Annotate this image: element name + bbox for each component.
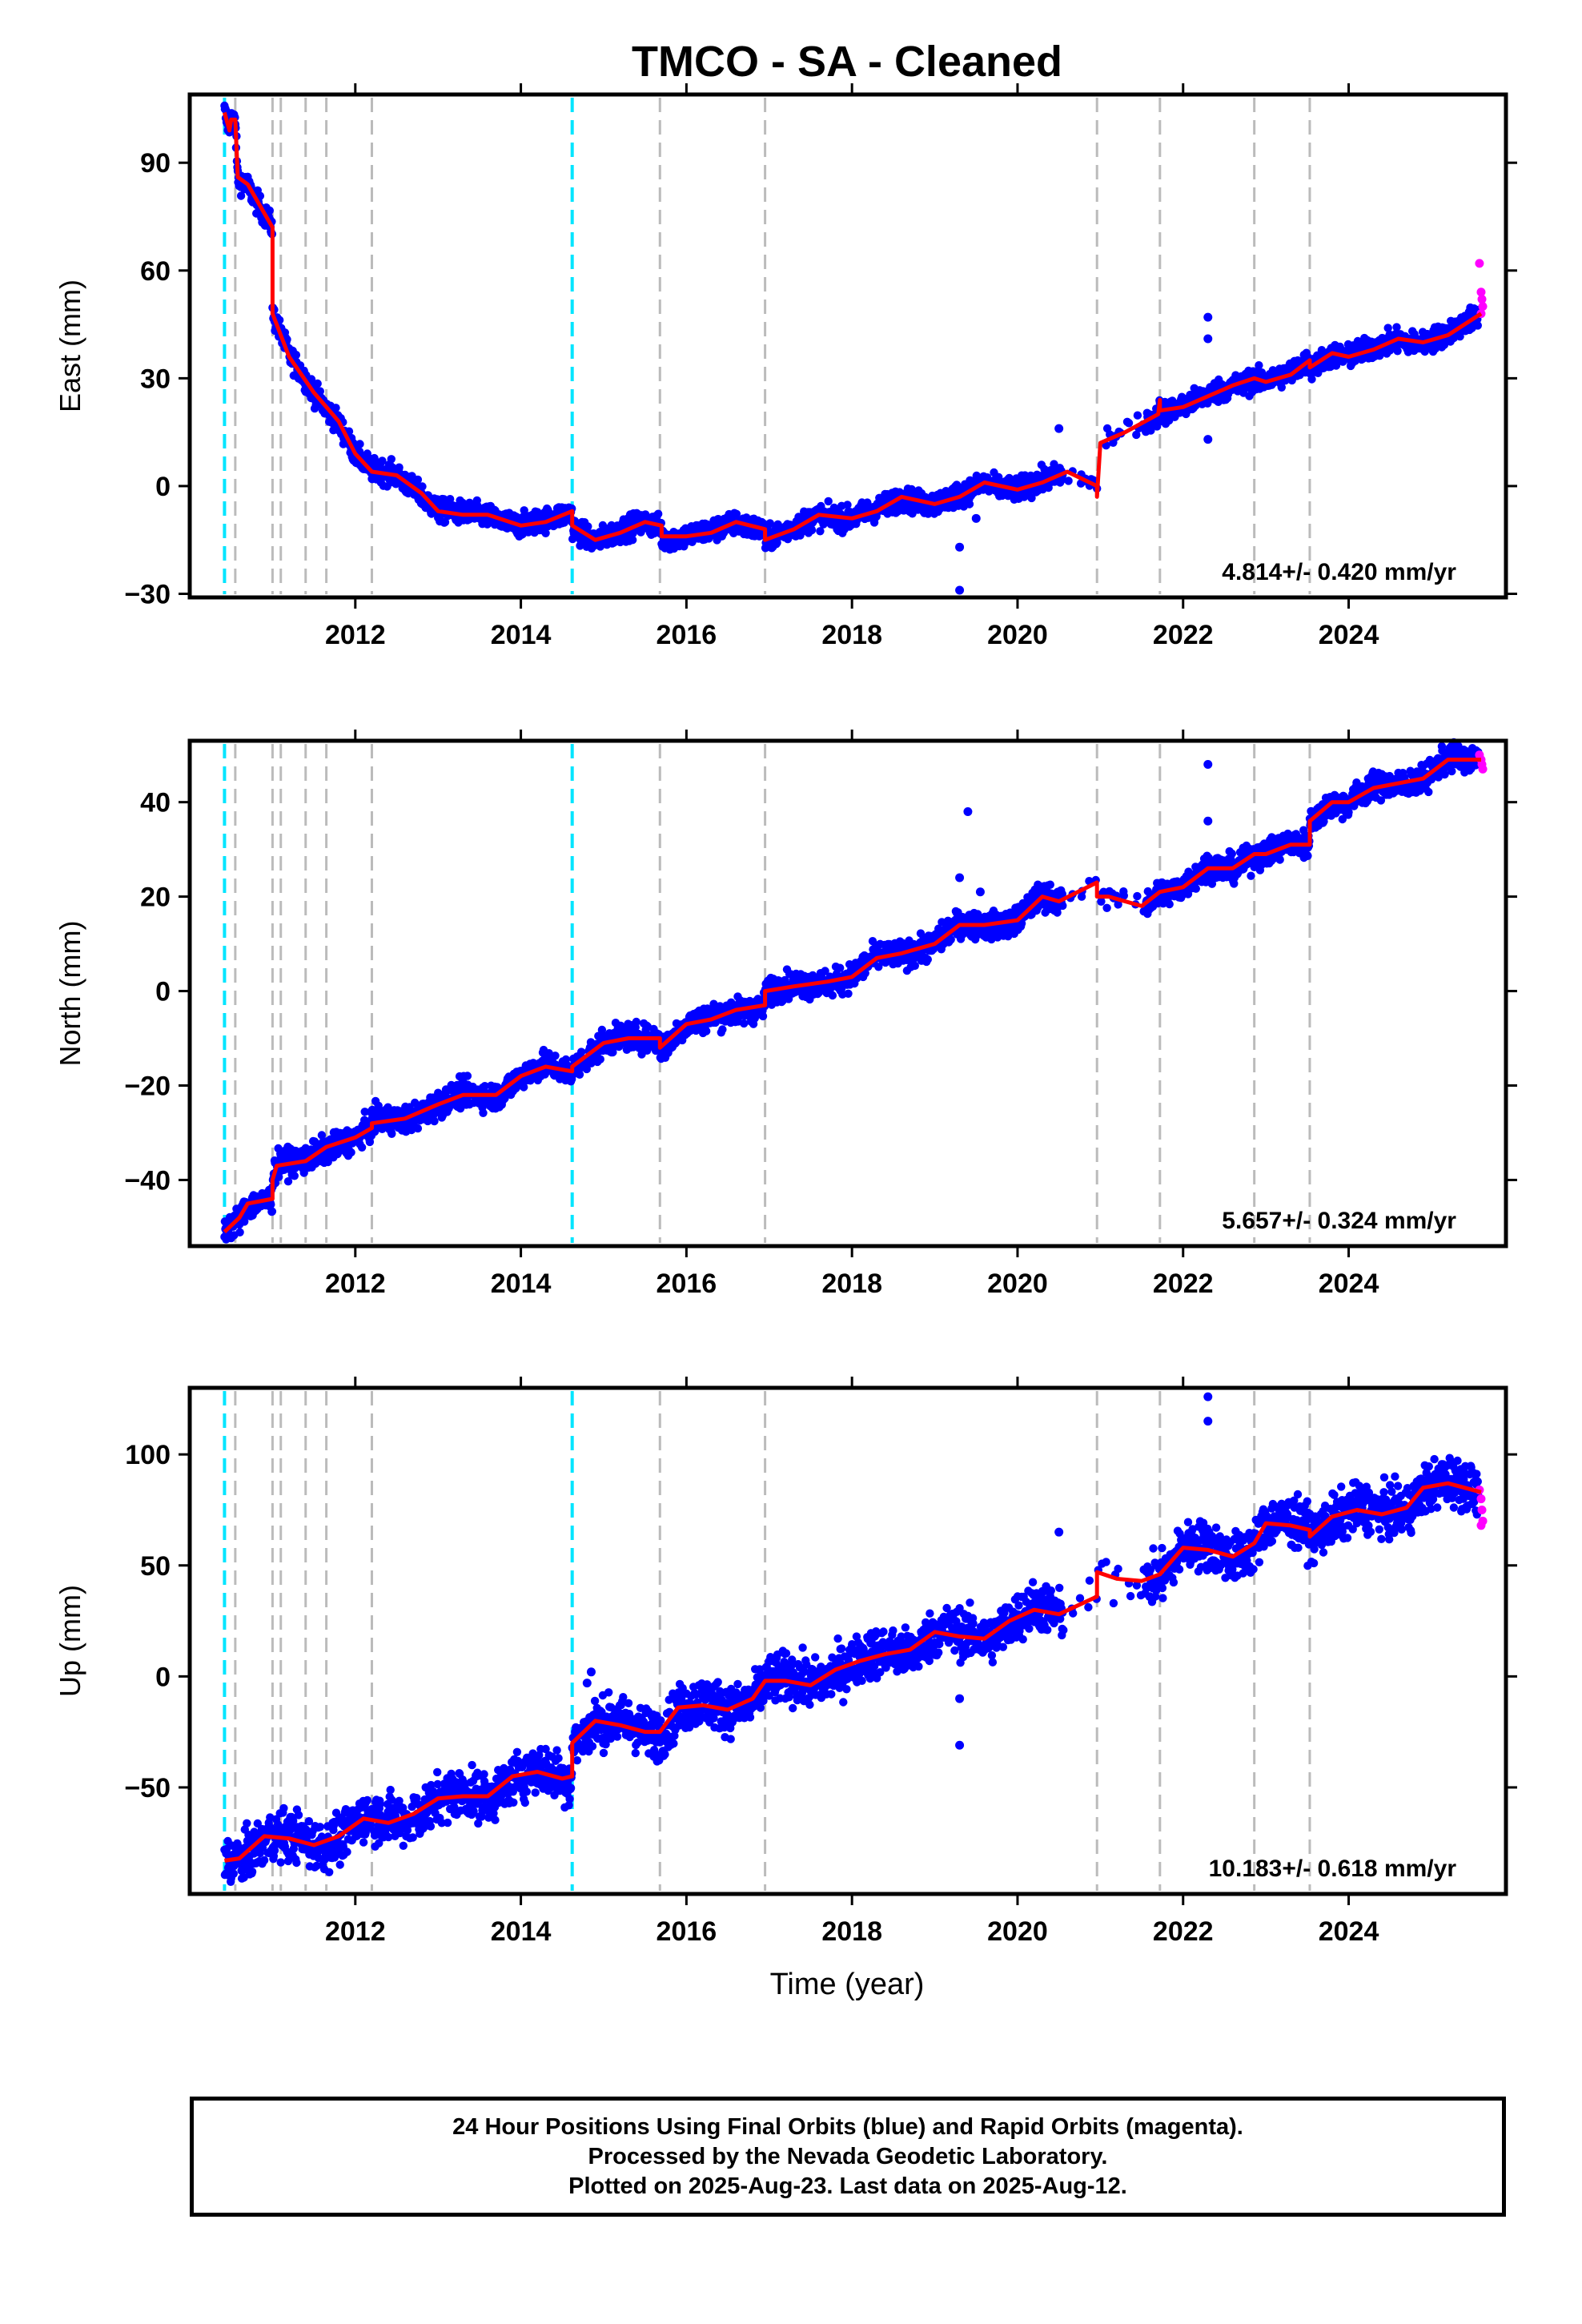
x-tick-label: 2014 [491,620,552,650]
data-point [824,497,833,506]
data-point [395,463,404,472]
data-point [836,963,845,972]
data-point [1393,347,1402,356]
data-point [265,206,274,215]
data-point [1064,476,1073,485]
panel-1: −30 0 30 60 90 2012 2014 2016 2018 2020 2022 2024 Ea… [54,83,1517,650]
outlier-point [1203,435,1213,444]
outlier-point [1203,312,1213,322]
y-axis-label: East (mm) [54,279,86,412]
data-point [463,1072,472,1080]
y-tick-label: 60 [140,256,171,287]
data-point [596,1055,604,1063]
data-point [844,989,853,999]
data-point [740,1019,749,1028]
data-point [387,1129,396,1139]
data-point [236,191,246,200]
y-tick-label: −30 [124,580,171,610]
data-point [1046,880,1055,889]
data-point [378,456,387,465]
data-point [313,379,322,388]
data-point [1255,361,1263,370]
data-point [357,1143,367,1152]
final-orbit-points [220,738,1483,1244]
y-tick-label: 30 [140,364,171,394]
data-point [1133,891,1142,901]
data-point [479,1108,488,1118]
data-point [758,1011,768,1021]
data-point [347,1148,355,1157]
data-point [632,1017,640,1027]
data-point [828,991,837,1000]
data-point [355,440,364,448]
data-point [291,351,301,360]
data-point [910,961,920,971]
final-orbit-points [220,101,1483,595]
outlier-point [955,585,965,595]
data-point [1053,908,1062,917]
data-point [551,1051,560,1060]
data-point [290,1172,299,1180]
velocity-annotation: 4.814+/- 0.420 mm/yr [1222,559,1456,585]
data-point [654,509,663,518]
data-point [1102,903,1111,913]
data-point [440,517,450,527]
data-point [965,500,974,509]
data-point [718,1025,727,1034]
data-point [235,1228,244,1237]
panels-layer: −30 0 30 60 90 2012 2014 2016 2018 2020 2022 2024 Ea… [54,83,1517,1947]
data-point [315,387,324,396]
x-tick-label: 2016 [656,620,717,650]
outlier-point [1054,424,1064,433]
data-point [331,404,340,412]
x-tick-label: 2020 [987,620,1048,650]
data-point [430,1116,439,1126]
data-point [1124,419,1134,428]
data-point [702,1027,711,1035]
x-tick-label: 2022 [1153,620,1214,650]
x-tick-label: 2024 [1319,620,1379,650]
data-point [387,455,396,464]
y-tick-label: 0 [155,472,171,502]
data-point [807,525,817,535]
data-point [413,1124,423,1133]
rapid-orbit-point [1475,259,1484,268]
outlier-point [971,513,981,523]
y-tick-label: 90 [140,148,171,179]
data-point [307,375,316,384]
outlier-point [1203,334,1213,344]
data-point [255,191,265,200]
outlier-point [955,542,965,552]
data-point [418,482,427,491]
x-tick-label: 2012 [325,620,386,650]
data-point [1473,321,1483,330]
data-point [1133,411,1142,420]
chart-title: TMCO - SA - Cleaned [632,38,1062,86]
x-tick-label: 2018 [821,620,882,650]
data-point [267,1207,277,1216]
data-point [923,955,933,964]
data-point [413,475,423,485]
